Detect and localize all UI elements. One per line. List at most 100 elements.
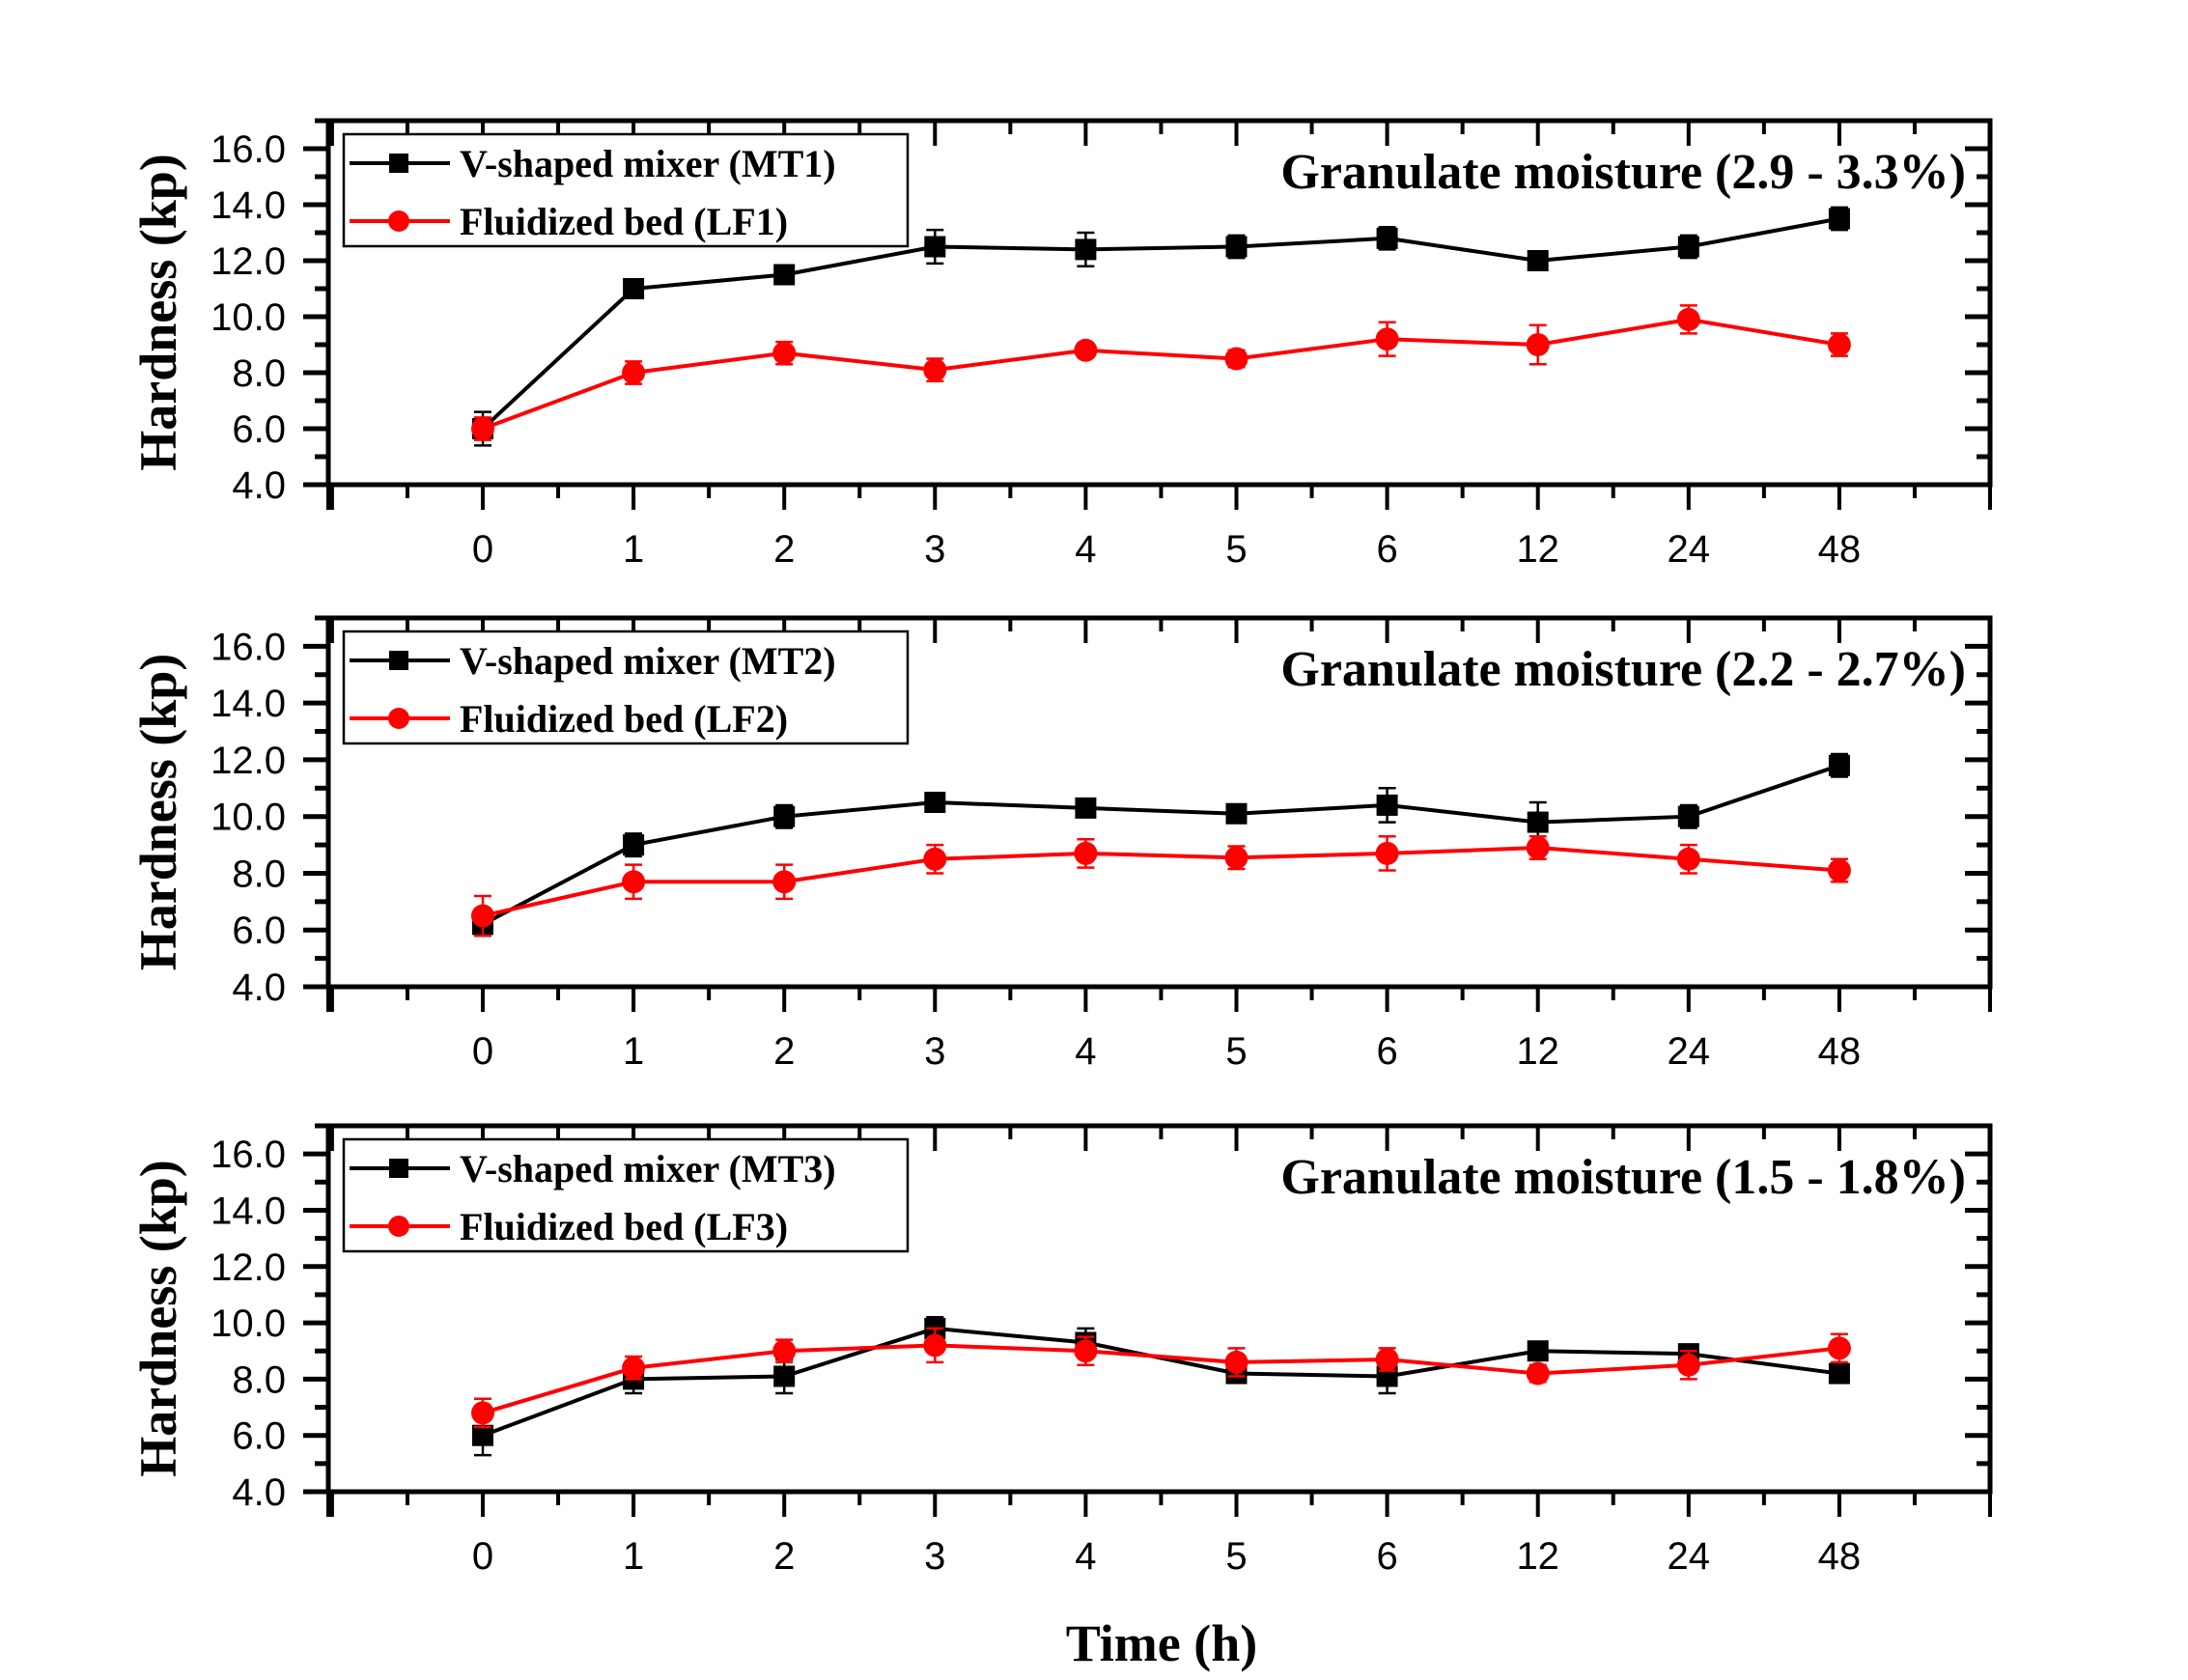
x-tick-label: 24 [1668, 1030, 1711, 1073]
data-point-square [773, 1365, 796, 1387]
y-tick-label: 14.0 [210, 1190, 286, 1232]
data-point-square [623, 278, 645, 299]
x-tick-label: 2 [773, 528, 795, 571]
x-tick-label: 2 [773, 1535, 795, 1578]
y-tick-label: 8.0 [232, 1358, 286, 1401]
legend-entry: V-shaped mixer (MT3) [350, 1147, 836, 1190]
legend-label: V-shaped mixer (MT1) [460, 142, 836, 185]
data-point-square [924, 792, 946, 813]
series-mixer [472, 752, 1850, 938]
legend-label: V-shaped mixer (MT3) [460, 1147, 836, 1190]
data-point-circle [1375, 841, 1399, 865]
data-point-square [1677, 805, 1699, 827]
panel-title: Granulate moisture (2.9 - 3.3%) [1280, 145, 1966, 200]
series-line [481, 216, 1840, 431]
data-point-square [1075, 797, 1097, 819]
data-point-square [1376, 794, 1398, 816]
legend-box [342, 132, 910, 248]
panel-title: Granulate moisture (2.2 - 2.7%) [1280, 642, 1966, 697]
data-point-circle [1375, 327, 1399, 351]
data-point-circle [1224, 1350, 1248, 1374]
series-line [482, 763, 1840, 927]
data-point-circle [1676, 1353, 1700, 1377]
data-point-square [773, 264, 796, 286]
legend-entry: V-shaped mixer (MT1) [350, 142, 836, 185]
x-tick-label: 3 [924, 1030, 945, 1073]
data-point-circle [1827, 333, 1851, 356]
legend-label: Fluidized bed (LF2) [460, 697, 788, 741]
x-tick-label: 4 [1075, 1535, 1096, 1578]
y-tick-label: 6.0 [232, 408, 286, 451]
series-fluidized [471, 835, 1851, 938]
y-tick-label: 4.0 [232, 464, 286, 507]
series-line [482, 1326, 1840, 1438]
x-tick-label: 1 [623, 1535, 644, 1578]
legend-marker-square [389, 651, 408, 670]
series-fluidized [471, 304, 1851, 441]
x-tick-label: 6 [1376, 1030, 1397, 1073]
data-point-square [623, 834, 645, 856]
panel-title: Granulate moisture (1.5 - 1.8%) [1280, 1150, 1966, 1205]
y-tick-label: 10.0 [210, 1302, 286, 1345]
data-point-circle [1526, 333, 1550, 356]
data-point-circle [1526, 836, 1550, 860]
y-tick-label: 12.0 [210, 240, 286, 283]
legend-marker-circle [388, 708, 409, 729]
y-tick-label: 10.0 [210, 797, 286, 839]
legend: V-shaped mixer (MT2) Fluidized bed (LF2) [342, 630, 910, 745]
y-tick-label: 16.0 [210, 128, 286, 171]
data-point-circle [1676, 847, 1700, 871]
y-tick-label: 8.0 [232, 352, 286, 395]
x-tick-label: 2 [773, 1030, 795, 1073]
x-tick-label: 12 [1516, 528, 1559, 571]
y-tick-label: 12.0 [210, 740, 286, 782]
data-point-circle [1676, 307, 1700, 331]
data-point-circle [1827, 858, 1851, 882]
y-axis-title: Hardness (kp) [129, 1160, 187, 1477]
data-point-circle [772, 1339, 797, 1363]
legend-marker-circle [388, 1216, 409, 1237]
y-tick-label: 14.0 [210, 184, 286, 227]
data-point-square [1527, 250, 1549, 271]
data-point-square [1376, 227, 1398, 249]
y-tick-label: 16.0 [210, 1134, 286, 1176]
x-tick-label: 48 [1818, 1030, 1862, 1073]
data-point-circle [772, 870, 797, 894]
data-point-square [1225, 236, 1248, 258]
legend-entry: Fluidized bed (LF1) [350, 200, 788, 243]
legend-entry: V-shaped mixer (MT2) [350, 639, 836, 683]
data-point-square [924, 236, 946, 258]
x-tick-label: 24 [1668, 528, 1711, 571]
x-tick-label: 0 [472, 528, 493, 571]
data-point-square [1075, 238, 1097, 261]
data-point-square [773, 805, 796, 827]
x-tick-label: 3 [924, 528, 945, 571]
data-point-circle [622, 870, 646, 894]
legend-label: Fluidized bed (LF3) [460, 1205, 788, 1248]
y-axis-title: Hardness (kp) [129, 154, 187, 471]
legend: V-shaped mixer (MT3) Fluidized bed (LF3) [342, 1137, 910, 1253]
x-tick-label: 5 [1225, 1535, 1247, 1578]
x-tick-label: 0 [472, 1535, 493, 1578]
legend-box [342, 630, 910, 745]
x-tick-label: 12 [1516, 1030, 1559, 1073]
panel-3: 4.06.08.010.012.014.016.00 1 2 3 4 5 6 12 24 48Ha… [129, 1123, 1993, 1578]
data-point-circle [622, 1356, 646, 1380]
y-tick-label: 16.0 [210, 626, 286, 668]
series-fluidized [471, 1327, 1851, 1429]
data-point-circle [1074, 841, 1098, 865]
x-tick-label: 5 [1225, 528, 1247, 571]
x-tick-label: 0 [472, 1030, 493, 1073]
data-point-circle [1074, 338, 1098, 362]
y-axis-title: Hardness (kp) [129, 654, 187, 971]
data-point-square [1677, 236, 1699, 258]
y-tick-label: 6.0 [232, 1415, 286, 1458]
y-tick-label: 12.0 [210, 1246, 286, 1289]
data-point-square [1527, 1340, 1549, 1362]
y-tick-label: 6.0 [232, 910, 286, 952]
data-point-square [1828, 208, 1850, 230]
panel-1: 4.06.08.010.012.014.016.00 1 2 3 4 5 6 12 24 48Ha… [129, 118, 1993, 571]
x-tick-label: 48 [1818, 1535, 1862, 1578]
legend-marker-square [389, 1159, 408, 1178]
